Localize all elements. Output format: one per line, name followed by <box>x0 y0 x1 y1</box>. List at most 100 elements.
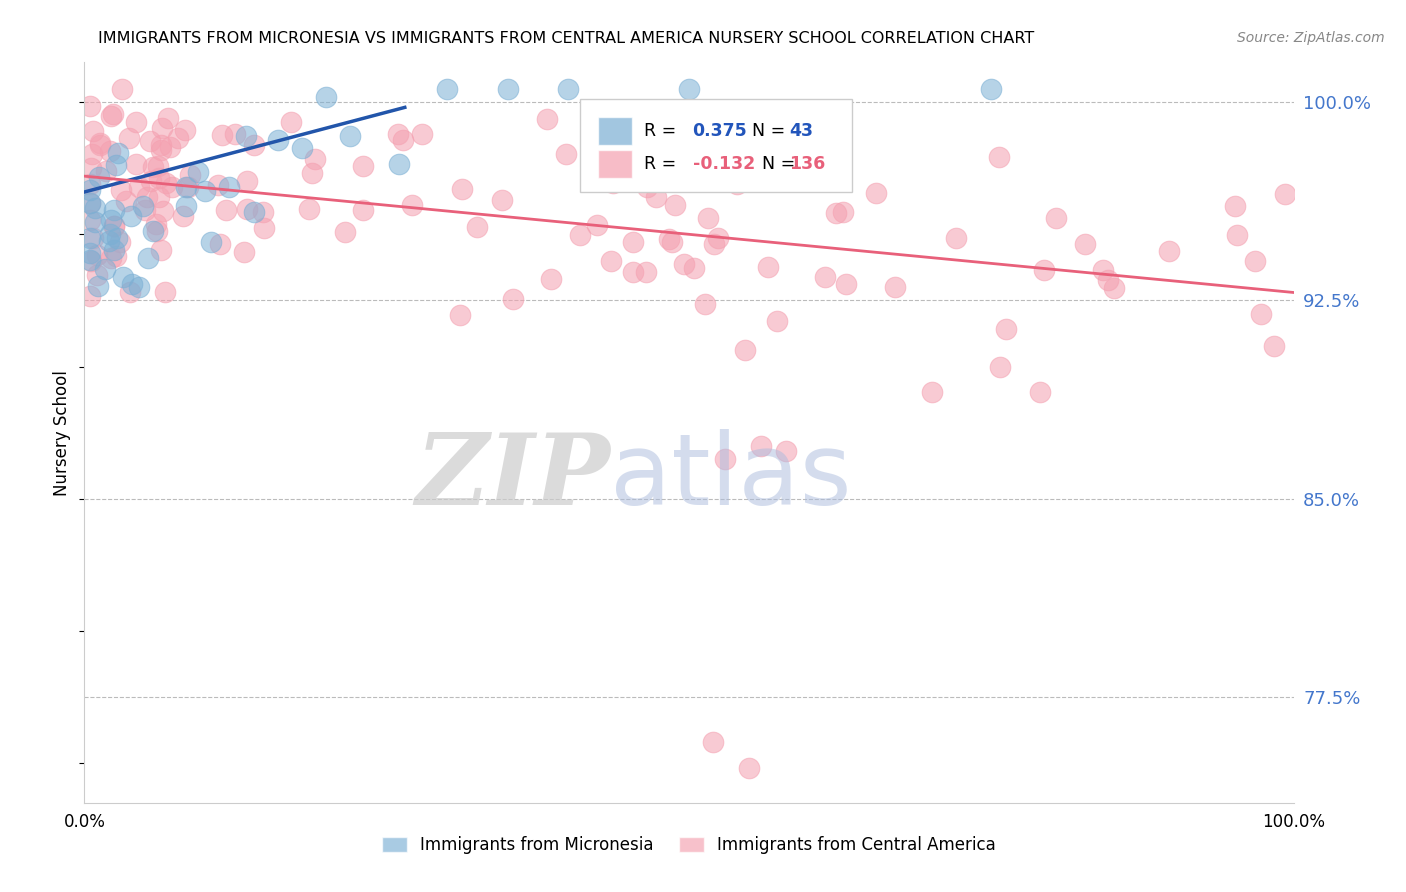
Point <box>449 308 471 322</box>
Text: atlas: atlas <box>610 428 852 525</box>
Bar <box>599 117 633 145</box>
Point <box>146 224 169 238</box>
Text: IMMIGRANTS FROM MICRONESIA VS IMMIGRANTS FROM CENTRAL AMERICA NURSERY SCHOOL COR: IMMIGRANTS FROM MICRONESIA VS IMMIGRANTS… <box>98 31 1035 46</box>
Text: N =: N = <box>751 155 800 173</box>
Point <box>921 384 943 399</box>
Point <box>172 209 194 223</box>
Point <box>211 128 233 142</box>
Point <box>685 171 707 186</box>
Point <box>215 202 238 217</box>
Point <box>267 133 290 147</box>
Point <box>194 184 217 198</box>
Point <box>142 160 165 174</box>
Point <box>702 735 724 749</box>
Point <box>174 123 197 137</box>
Point <box>105 231 128 245</box>
Point <box>814 269 837 284</box>
Point <box>787 153 810 167</box>
Point <box>496 82 519 96</box>
Point <box>187 165 209 179</box>
Point <box>121 277 143 291</box>
Point <box>139 134 162 148</box>
Point <box>98 227 121 241</box>
Point <box>142 223 165 237</box>
Point <box>994 322 1017 336</box>
Text: 0.375: 0.375 <box>693 122 748 140</box>
Point <box>148 190 170 204</box>
Point <box>465 220 488 235</box>
Point <box>138 251 160 265</box>
Point <box>152 204 174 219</box>
Point <box>89 136 111 150</box>
Point <box>80 161 103 176</box>
Point <box>657 231 679 245</box>
Point <box>200 235 222 249</box>
Point <box>1274 186 1296 201</box>
Point <box>491 193 513 207</box>
Point <box>150 137 173 152</box>
Point <box>86 248 108 262</box>
Point <box>644 189 666 203</box>
Point <box>83 201 105 215</box>
Point <box>141 174 163 188</box>
Point <box>734 343 756 358</box>
Point <box>242 204 264 219</box>
Point <box>134 202 156 217</box>
Point <box>1243 254 1265 268</box>
Point <box>80 253 103 268</box>
Point <box>1045 211 1067 225</box>
Point <box>536 112 558 127</box>
Text: Source: ZipAtlas.com: Source: ZipAtlas.com <box>1237 31 1385 45</box>
Point <box>118 131 141 145</box>
Point <box>557 82 579 96</box>
Point <box>1226 227 1249 242</box>
Point <box>751 439 773 453</box>
Point <box>333 225 356 239</box>
Point <box>167 131 190 145</box>
Point <box>825 206 848 220</box>
Point <box>120 209 142 223</box>
Point <box>103 202 125 217</box>
Point <box>160 180 183 194</box>
Point <box>411 127 433 141</box>
Point <box>664 152 686 166</box>
Text: R =: R = <box>644 155 682 173</box>
Point <box>156 111 179 125</box>
Point <box>298 202 321 216</box>
Point <box>86 268 108 283</box>
Point <box>1073 236 1095 251</box>
Point <box>80 147 103 161</box>
Point <box>89 138 111 153</box>
Point <box>401 198 423 212</box>
Point <box>253 221 276 235</box>
Point <box>1263 339 1285 353</box>
Point <box>636 180 658 194</box>
Point <box>148 170 170 185</box>
Point <box>112 269 135 284</box>
Point <box>884 280 907 294</box>
Text: 43: 43 <box>789 122 813 140</box>
Point <box>725 178 748 192</box>
Point <box>79 195 101 210</box>
Point <box>621 235 644 249</box>
Point <box>224 127 246 141</box>
Point <box>103 219 125 234</box>
Point <box>125 115 148 129</box>
Point <box>392 133 415 147</box>
Point <box>1250 307 1272 321</box>
Point <box>82 231 104 245</box>
Point <box>987 150 1010 164</box>
Point <box>79 178 101 192</box>
Point <box>101 107 124 121</box>
Point <box>387 127 409 141</box>
Point <box>233 245 256 260</box>
Point <box>388 157 411 171</box>
Text: N =: N = <box>741 122 790 140</box>
Point <box>555 147 578 161</box>
Point <box>696 211 718 226</box>
Point <box>1102 281 1125 295</box>
Point <box>661 235 683 250</box>
Point <box>128 280 150 294</box>
Point <box>436 82 458 96</box>
Point <box>125 156 148 170</box>
